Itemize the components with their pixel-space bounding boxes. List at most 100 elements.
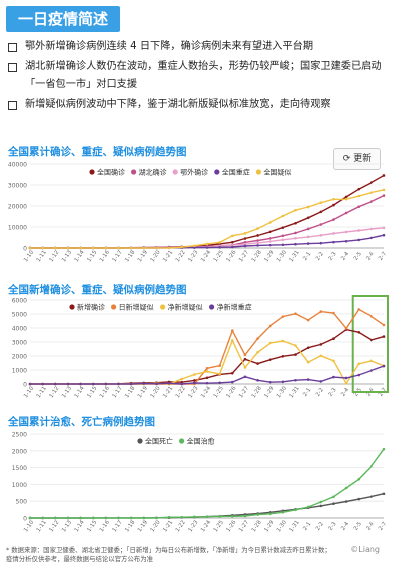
data-point — [28, 516, 32, 520]
data-point — [256, 227, 259, 230]
data-point — [268, 380, 272, 384]
data-point — [142, 382, 146, 385]
x-tick-label: 1-19 — [137, 519, 149, 533]
data-point — [344, 239, 348, 243]
x-tick-label: 2-2 — [315, 251, 325, 262]
x-tick-label: 1-27 — [238, 519, 250, 533]
x-tick-label: 1-23 — [188, 385, 200, 399]
data-point — [370, 191, 373, 194]
series-line — [30, 174, 385, 249]
x-tick-label: 1-20 — [150, 249, 162, 263]
data-point — [243, 353, 247, 357]
data-point — [268, 324, 272, 328]
x-tick-label: 1-18 — [124, 519, 136, 533]
chart-title-cured-death: 全国累计治愈、死亡病例趋势图 — [8, 416, 155, 428]
legend-marker — [111, 304, 117, 310]
summary-bullets: 鄂外新增确诊病例连续 4 日下降，确诊病例未来有望进入平台期 湖北新增确诊人数仍… — [6, 38, 394, 116]
x-tick-label: 1-30 — [276, 249, 288, 263]
refresh-button[interactable]: ⟳ 更新 — [333, 148, 381, 170]
data-point — [180, 377, 184, 381]
x-tick-label: 1-20 — [150, 519, 162, 533]
data-point — [180, 245, 184, 249]
data-point — [256, 513, 259, 516]
data-point — [268, 358, 272, 361]
data-point — [281, 354, 285, 358]
y-tick-label: 6000 — [12, 298, 27, 305]
data-point — [294, 312, 297, 316]
data-point — [344, 230, 348, 234]
data-point — [268, 240, 272, 243]
y-tick-label: 10000 — [8, 225, 27, 232]
x-tick-label: 1-13 — [61, 249, 73, 263]
bullet-text: 鄂外新增确诊病例连续 4 日下降，确诊病例未来有望进入平台期 — [25, 41, 314, 52]
data-point — [205, 367, 209, 370]
legend-marker — [214, 169, 220, 175]
x-tick-label: 1-22 — [175, 250, 187, 264]
data-point — [332, 240, 335, 244]
data-point — [281, 226, 285, 229]
data-point — [180, 515, 184, 519]
x-tick-label: 1-31 — [289, 520, 301, 534]
x-tick-label: 2-5 — [353, 251, 363, 262]
data-point — [319, 504, 323, 508]
data-point — [344, 211, 348, 215]
data-point — [306, 378, 310, 381]
legend-label: 鄂外确诊 — [180, 168, 208, 177]
data-point — [306, 205, 310, 209]
data-point — [167, 246, 171, 250]
data-point — [230, 380, 234, 384]
y-tick-label: 1500 — [12, 465, 27, 472]
data-point — [294, 236, 297, 240]
x-tick-label: 1-21 — [162, 250, 174, 264]
x-tick-label: 1-14 — [74, 519, 86, 533]
data-point — [319, 223, 323, 226]
bullet-text: 新增疑似病例波动中下降，鉴于湖北新版疑似标准放宽，走向待观察 — [25, 99, 331, 110]
data-point — [344, 327, 348, 330]
data-point — [218, 372, 221, 376]
refresh-icon: ⟳ — [342, 154, 351, 164]
data-point — [268, 341, 272, 345]
data-point — [256, 379, 259, 382]
data-point — [319, 234, 323, 237]
x-tick-label: 1-28 — [251, 385, 263, 399]
data-point — [306, 216, 310, 220]
data-point — [332, 502, 335, 506]
x-tick-label: 1-24 — [200, 385, 212, 399]
data-point — [230, 339, 234, 342]
data-point — [142, 516, 146, 520]
x-tick-label: 1-27 — [238, 385, 250, 399]
data-point — [91, 382, 95, 386]
data-point — [382, 194, 386, 197]
data-point — [256, 234, 259, 237]
data-point — [344, 376, 348, 380]
checkbox-icon — [8, 101, 17, 110]
data-point — [357, 187, 361, 191]
x-tick-label: 1-26 — [225, 249, 237, 263]
data-point — [319, 380, 323, 383]
data-point — [344, 500, 348, 503]
data-point — [382, 492, 386, 496]
watermark: ©Liang — [350, 545, 380, 554]
y-tick-label: 3000 — [12, 340, 27, 347]
x-tick-label: 1-18 — [124, 249, 136, 263]
data-point — [268, 243, 272, 247]
x-tick-label: 1-15 — [86, 249, 98, 263]
x-tick-label: 1-14 — [74, 249, 86, 263]
x-tick-label: 2-1 — [302, 521, 312, 532]
data-point — [28, 246, 32, 250]
legend-label: 新增确诊 — [77, 303, 105, 312]
data-point — [382, 188, 386, 192]
data-point — [193, 381, 196, 385]
data-point — [104, 516, 108, 520]
x-tick-label: 1-24 — [200, 249, 212, 263]
legend-label: 全国疑似 — [263, 168, 291, 177]
data-point — [306, 227, 310, 231]
y-tick-label: 500 — [16, 499, 28, 506]
data-point — [357, 194, 361, 198]
data-point — [243, 357, 247, 361]
y-tick-label: 5000 — [12, 312, 27, 319]
data-point — [117, 246, 120, 250]
legend-label: 湖北确诊 — [139, 168, 167, 177]
x-tick-label: 2-2 — [315, 521, 325, 532]
data-point — [218, 246, 221, 249]
